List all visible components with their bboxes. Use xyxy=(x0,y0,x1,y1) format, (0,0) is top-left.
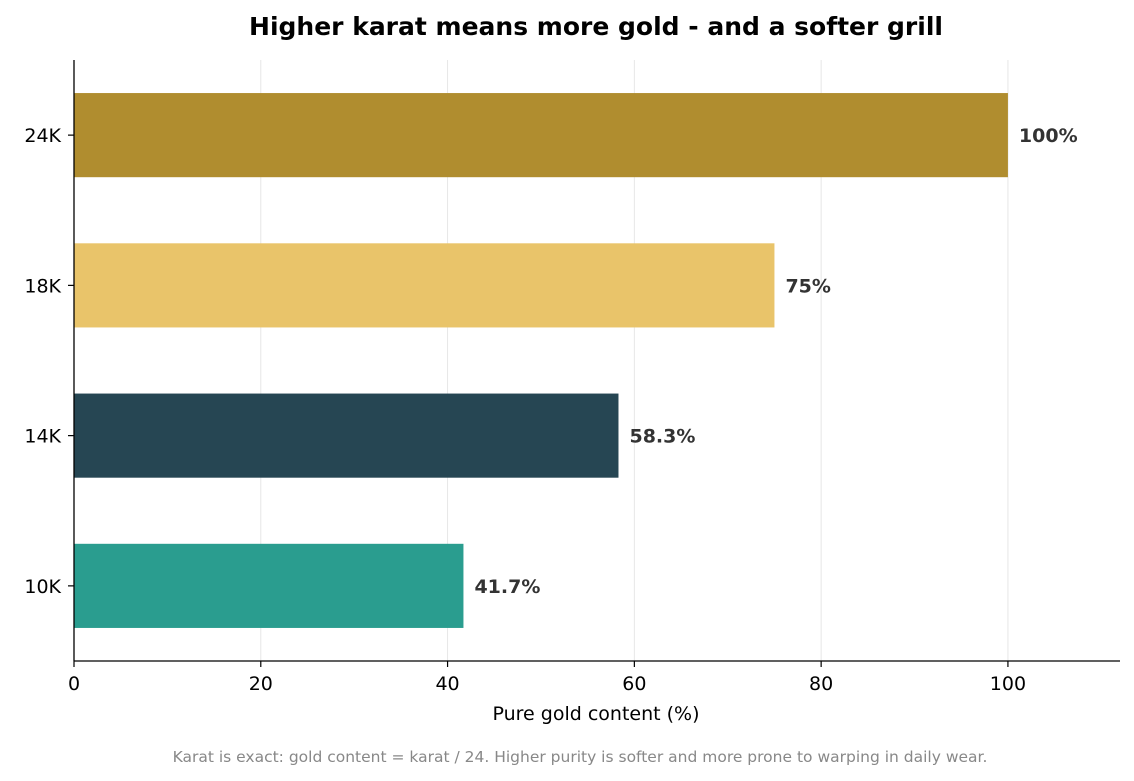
x-tick-label: 60 xyxy=(622,673,646,695)
data-label-10k: 41.7% xyxy=(474,576,540,598)
data-label-14k: 58.3% xyxy=(629,426,695,448)
data-label-18k: 75% xyxy=(785,275,830,297)
x-tick-label: 100 xyxy=(990,673,1026,695)
bar-14k xyxy=(74,393,619,478)
chart-title: Higher karat means more gold - and a sof… xyxy=(249,12,943,41)
y-ticks: 10K 14K 18K 24K xyxy=(24,125,74,598)
x-tick-label: 20 xyxy=(249,673,273,695)
data-labels: 41.7% 58.3% 75% 100% xyxy=(474,125,1077,598)
x-axis-label: Pure gold content (%) xyxy=(492,703,699,725)
y-tick-label: 18K xyxy=(24,275,61,297)
bar-24k xyxy=(74,93,1008,178)
x-tick-label: 0 xyxy=(68,673,80,695)
y-tick-label: 10K xyxy=(24,576,61,598)
bars xyxy=(74,93,1008,628)
y-tick-label: 14K xyxy=(24,426,61,448)
data-label-24k: 100% xyxy=(1019,125,1078,147)
chart-caption: Karat is exact: gold content = karat / 2… xyxy=(173,748,988,766)
bar-18k xyxy=(74,243,775,328)
bar-10k xyxy=(74,543,464,628)
x-tick-label: 40 xyxy=(435,673,459,695)
x-ticks: 0 20 40 60 80 100 xyxy=(68,661,1026,695)
y-tick-label: 24K xyxy=(24,125,61,147)
x-tick-label: 80 xyxy=(809,673,833,695)
